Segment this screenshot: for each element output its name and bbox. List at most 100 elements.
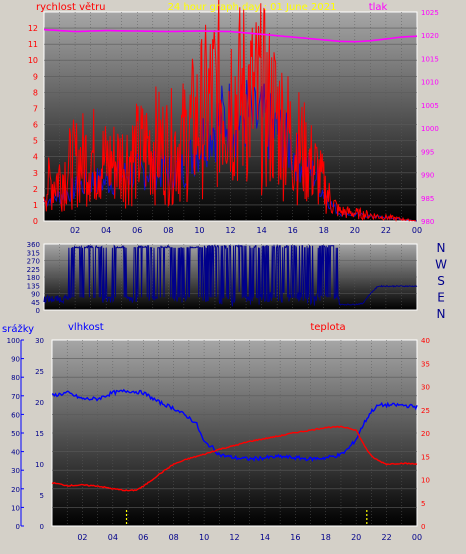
temperature-ytick-label: 25 xyxy=(421,407,430,415)
time-xtick-label: 02 xyxy=(70,226,80,235)
wind-ytick-label: 11 xyxy=(28,40,38,49)
rain-ytick-label: 30 xyxy=(11,467,20,475)
direction-ytick-label: 135 xyxy=(27,282,40,290)
temperature-label: teplota xyxy=(310,322,345,333)
rain-ytick-label: 90 xyxy=(11,356,20,364)
time-xtick-label: 08 xyxy=(163,226,173,235)
temperature-ytick-label: 5 xyxy=(421,500,425,508)
temperature-ytick-label: 0 xyxy=(421,523,425,531)
wind-ytick-label: 9 xyxy=(33,72,38,81)
direction-ytick-label: 90 xyxy=(31,291,40,299)
humidity-ytick-label: 0 xyxy=(40,523,44,531)
rain-ytick-label: 100 xyxy=(7,337,20,345)
time-xtick-label-bottom: 12 xyxy=(229,533,239,542)
time-xtick-label: 04 xyxy=(101,226,111,235)
pressure-ytick-label: 990 xyxy=(421,172,434,180)
pressure-ytick-label: 1020 xyxy=(421,32,439,40)
wind-speed-label: rychlost větru xyxy=(36,1,106,13)
time-xtick-label: 06 xyxy=(132,226,142,235)
wind-ytick-label: 6 xyxy=(33,121,38,130)
pressure-label: tlak xyxy=(369,2,388,13)
pressure-ytick-label: 995 xyxy=(421,148,434,156)
time-xtick-label-bottom: 10 xyxy=(199,533,209,542)
direction-ytick-label: 360 xyxy=(27,241,40,249)
time-xtick-label-bottom: 02 xyxy=(77,533,87,542)
wind-ytick-label: 12 xyxy=(28,24,38,33)
temperature-series xyxy=(51,425,418,492)
rain-ytick-label: 0 xyxy=(16,523,20,531)
humidity-ytick-label: 30 xyxy=(35,337,44,345)
rain-ytick-label: 60 xyxy=(11,411,20,419)
direction-ytick-label: 45 xyxy=(31,299,40,307)
time-xtick-label: 14 xyxy=(256,226,266,235)
humidity-ytick-label: 15 xyxy=(35,430,44,438)
time-xtick-label: 10 xyxy=(194,226,204,235)
temperature-ytick-label: 10 xyxy=(421,477,430,485)
compass-label: W xyxy=(435,258,447,272)
time-xtick-label-bottom: 20 xyxy=(351,533,361,542)
time-xtick-label-bottom: 08 xyxy=(169,533,179,542)
time-xtick-label-bottom: 16 xyxy=(290,533,300,542)
pressure-ytick-label: 1010 xyxy=(421,79,439,87)
wind-ytick-label: 7 xyxy=(33,104,38,113)
time-xtick-label: 16 xyxy=(288,226,298,235)
rain-ytick-label: 80 xyxy=(11,374,20,382)
temperature-ytick-label: 35 xyxy=(421,360,430,368)
wind-ytick-label: 1 xyxy=(33,201,38,210)
temperature-ytick-label: 20 xyxy=(421,430,430,438)
time-xtick-label-bottom: 00 xyxy=(412,533,422,542)
pressure-series xyxy=(43,28,418,43)
graph-title: 24 hour graph day : 01 June 2021 xyxy=(168,2,337,13)
direction-ytick-label: 225 xyxy=(27,266,40,274)
compass-label: S xyxy=(437,274,445,288)
temperature-ytick-label: 15 xyxy=(421,453,430,461)
time-xtick-label-bottom: 18 xyxy=(321,533,331,542)
time-xtick-label: 22 xyxy=(381,226,391,235)
time-xtick-label-bottom: 04 xyxy=(108,533,118,542)
time-xtick-label: 12 xyxy=(225,226,235,235)
humidity-ytick-label: 10 xyxy=(35,461,44,469)
wind-ytick-label: 0 xyxy=(33,217,38,226)
wind-ytick-label: 8 xyxy=(33,88,38,97)
rain-ytick-label: 20 xyxy=(11,486,20,494)
humidity-ytick-label: 5 xyxy=(40,492,44,500)
time-xtick-label: 00 xyxy=(412,226,422,235)
wind-gust-series xyxy=(43,0,417,223)
time-xtick-label-bottom: 06 xyxy=(138,533,148,542)
pressure-ytick-label: 980 xyxy=(421,218,434,226)
wind-ytick-label: 4 xyxy=(33,153,38,162)
humidity-ytick-label: 20 xyxy=(35,399,44,407)
wind-ytick-label: 3 xyxy=(33,169,38,178)
pressure-ytick-label: 1025 xyxy=(421,9,439,17)
pressure-ytick-label: 985 xyxy=(421,195,434,203)
temperature-ytick-label: 30 xyxy=(421,384,430,392)
humidity-series xyxy=(51,388,418,462)
direction-ytick-label: 180 xyxy=(27,274,40,282)
humidity-label: vlhkost xyxy=(68,322,104,333)
rain-ytick-label: 40 xyxy=(11,449,20,457)
time-xtick-label-bottom: 14 xyxy=(260,533,270,542)
direction-ytick-label: 315 xyxy=(27,249,40,257)
rain-ytick-label: 10 xyxy=(11,504,20,512)
time-xtick-label-bottom: 22 xyxy=(381,533,391,542)
temperature-ytick-label: 40 xyxy=(421,337,430,345)
pressure-ytick-label: 1005 xyxy=(421,102,439,110)
direction-ytick-label: 0 xyxy=(36,307,40,315)
pressure-ytick-label: 1000 xyxy=(421,125,439,133)
time-xtick-label: 20 xyxy=(350,226,360,235)
wind-ytick-label: 5 xyxy=(33,137,38,146)
wind-ytick-label: 2 xyxy=(33,185,38,194)
rain-label: srážky xyxy=(2,323,34,335)
direction-ytick-label: 270 xyxy=(27,258,40,266)
wind-direction-series xyxy=(43,244,418,307)
wind-ytick-label: 10 xyxy=(28,56,38,65)
compass-label: E xyxy=(437,291,445,305)
compass-label: N xyxy=(437,307,446,321)
rain-ytick-label: 50 xyxy=(11,430,20,438)
time-xtick-label: 18 xyxy=(319,226,329,235)
compass-label: N xyxy=(437,241,446,255)
humidity-ytick-label: 25 xyxy=(35,368,44,376)
pressure-ytick-label: 1015 xyxy=(421,55,439,63)
